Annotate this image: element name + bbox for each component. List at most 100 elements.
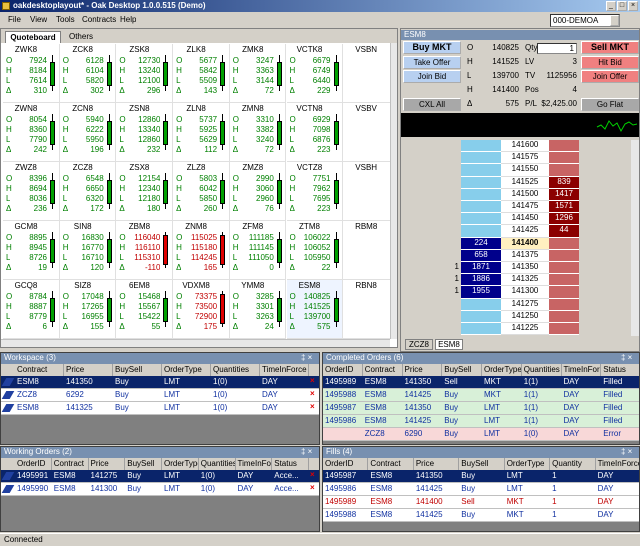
tab[interactable]: Quoteboard <box>5 31 61 43</box>
ask-cell[interactable]: 44 <box>549 225 579 238</box>
button[interactable]: Buy MKT <box>403 41 461 54</box>
table-row[interactable]: 1495987 ESM8 141350 Buy LMT 1(1) DAY Filled <box>323 402 639 415</box>
column-header[interactable]: Price <box>88 458 126 470</box>
price-cell[interactable]: 141225 <box>501 323 549 336</box>
price-cell[interactable]: 141600 <box>501 140 549 153</box>
price-cell[interactable]: 141500 <box>501 188 549 201</box>
column-header[interactable]: Quantities <box>211 364 260 376</box>
ask-cell[interactable] <box>549 152 579 165</box>
column-header[interactable]: BuySell <box>442 364 482 376</box>
bid-cell[interactable]: 1955 <box>461 286 501 299</box>
ask-cell[interactable]: 1296 <box>549 213 579 226</box>
price-cell[interactable]: 141475 <box>501 201 549 214</box>
column-header[interactable]: Status <box>601 364 639 376</box>
bid-cell[interactable]: 224 <box>461 237 501 250</box>
button[interactable]: Go Flat <box>581 98 639 111</box>
table-row[interactable]: × 1495991 ESM8 141275 Buy LMT 1(0) DAY Acce... <box>1 470 319 483</box>
table-row[interactable]: 1495989 ESM8 141400 Sell MKT 1 DAY <box>323 496 639 509</box>
ask-cell[interactable]: 1571 <box>549 201 579 214</box>
table-row[interactable]: × ESM8 141325 Buy LMT 1(0) DAY <box>1 402 319 415</box>
price-cell[interactable]: 141350 <box>501 262 549 275</box>
bid-cell[interactable] <box>461 323 501 336</box>
ask-cell[interactable] <box>549 286 579 299</box>
column-header[interactable]: OrderID <box>323 458 369 470</box>
price-cell[interactable]: 141275 <box>501 298 549 311</box>
price-cell[interactable]: 141425 <box>501 225 549 238</box>
column-header[interactable]: Status <box>272 458 309 470</box>
table-row[interactable]: 1495988 ESM8 141425 Buy MKT 1(1) DAY Filled <box>323 389 639 402</box>
bid-cell[interactable] <box>461 140 501 153</box>
price-cell[interactable]: 141575 <box>501 152 549 165</box>
table-row[interactable]: 1495986 ESM8 141425 Buy LMT 1(1) DAY Filled <box>323 415 639 428</box>
column-header[interactable]: BuySell <box>113 364 162 376</box>
price-cell[interactable]: 141400 <box>501 237 549 250</box>
bid-cell[interactable] <box>461 176 501 189</box>
column-header[interactable]: OrderID <box>323 364 363 376</box>
bid-cell[interactable]: 1871 <box>461 262 501 275</box>
table-row[interactable]: 1495986 ESM8 141425 Buy LMT 1 DAY <box>323 483 639 496</box>
menu-item[interactable]: Contracts <box>82 15 117 24</box>
price-cell[interactable]: 141300 <box>501 286 549 299</box>
ask-cell[interactable]: 1417 <box>549 188 579 201</box>
price-cell[interactable]: 141550 <box>501 164 549 177</box>
table-row[interactable]: ZCZ8 6290 Buy LMT 1(0) DAY Error <box>323 428 639 441</box>
button[interactable]: Take Offer <box>403 56 461 69</box>
ask-cell[interactable] <box>549 140 579 153</box>
button[interactable]: Join Offer <box>581 70 639 83</box>
menu-item[interactable]: View <box>30 15 48 24</box>
column-header[interactable]: TimeInForce <box>561 364 602 376</box>
table-row[interactable]: × 1495990 ESM8 141300 Buy LMT 1(0) DAY Acce... <box>1 483 319 496</box>
column-header[interactable]: TimeInForce <box>235 458 273 470</box>
bid-cell[interactable] <box>461 201 501 214</box>
bid-cell[interactable]: 658 <box>461 249 501 262</box>
bid-cell[interactable]: 1886 <box>461 274 501 287</box>
price-cell[interactable]: 141325 <box>501 274 549 287</box>
column-header[interactable]: OrderID <box>15 458 52 470</box>
table-row[interactable]: 1495989 ESM8 141350 Sell MKT 1(1) DAY Filled <box>323 376 639 389</box>
column-header[interactable]: Contract <box>362 364 403 376</box>
ask-cell[interactable] <box>549 298 579 311</box>
ask-cell[interactable] <box>549 164 579 177</box>
column-header[interactable]: BuySell <box>125 458 162 470</box>
table-row[interactable]: 1495987 ESM8 141350 Buy LMT 1 DAY <box>323 470 639 483</box>
tab[interactable]: Others <box>68 32 93 41</box>
ask-cell[interactable] <box>549 323 579 336</box>
button[interactable]: Hit Bid <box>581 56 639 69</box>
column-header[interactable]: Contract <box>15 364 64 376</box>
column-header[interactable]: Quantities <box>198 458 236 470</box>
ask-cell[interactable]: 839 <box>549 176 579 189</box>
bid-cell[interactable] <box>461 310 501 323</box>
ask-cell[interactable] <box>549 310 579 323</box>
column-header[interactable]: Contract <box>51 458 89 470</box>
ask-cell[interactable] <box>549 249 579 262</box>
table-row[interactable]: × ZCZ8 6292 Buy LMT 1(0) DAY <box>1 389 319 402</box>
column-header[interactable]: OrderType <box>162 458 199 470</box>
column-header[interactable]: BuySell <box>459 458 505 470</box>
button[interactable]: Join Bid <box>403 70 461 83</box>
menu-item[interactable]: File <box>8 15 21 24</box>
table-row[interactable]: × ESM8 141350 Buy LMT 1(0) DAY <box>1 376 319 389</box>
column-header[interactable]: Contract <box>368 458 414 470</box>
bid-cell[interactable] <box>461 298 501 311</box>
menu-item[interactable]: Tools <box>56 15 75 24</box>
column-header[interactable]: Price <box>402 364 443 376</box>
window-button[interactable]: × <box>628 1 638 11</box>
bid-cell[interactable] <box>461 152 501 165</box>
bid-cell[interactable] <box>461 213 501 226</box>
column-header[interactable]: Price <box>413 458 460 470</box>
account-select[interactable]: 000-DEMOA <box>550 14 620 27</box>
window-button[interactable]: _ <box>606 1 616 11</box>
tab[interactable]: ESM8 <box>435 339 463 350</box>
column-header[interactable]: OrderType <box>482 364 522 376</box>
price-cell[interactable]: 141250 <box>501 310 549 323</box>
ask-cell[interactable] <box>549 262 579 275</box>
table-row[interactable]: 1495988 ESM8 141425 Buy MKT 1 DAY <box>323 509 639 522</box>
column-header[interactable]: TimeInForce <box>260 364 309 376</box>
column-header[interactable]: Quantities <box>521 364 562 376</box>
column-header[interactable]: Price <box>64 364 113 376</box>
bid-cell[interactable] <box>461 225 501 238</box>
column-header[interactable]: OrderType <box>504 458 551 470</box>
window-button[interactable]: □ <box>617 1 627 11</box>
menu-item[interactable]: Help <box>120 15 137 24</box>
tab[interactable]: ZCZ8 <box>405 339 433 350</box>
